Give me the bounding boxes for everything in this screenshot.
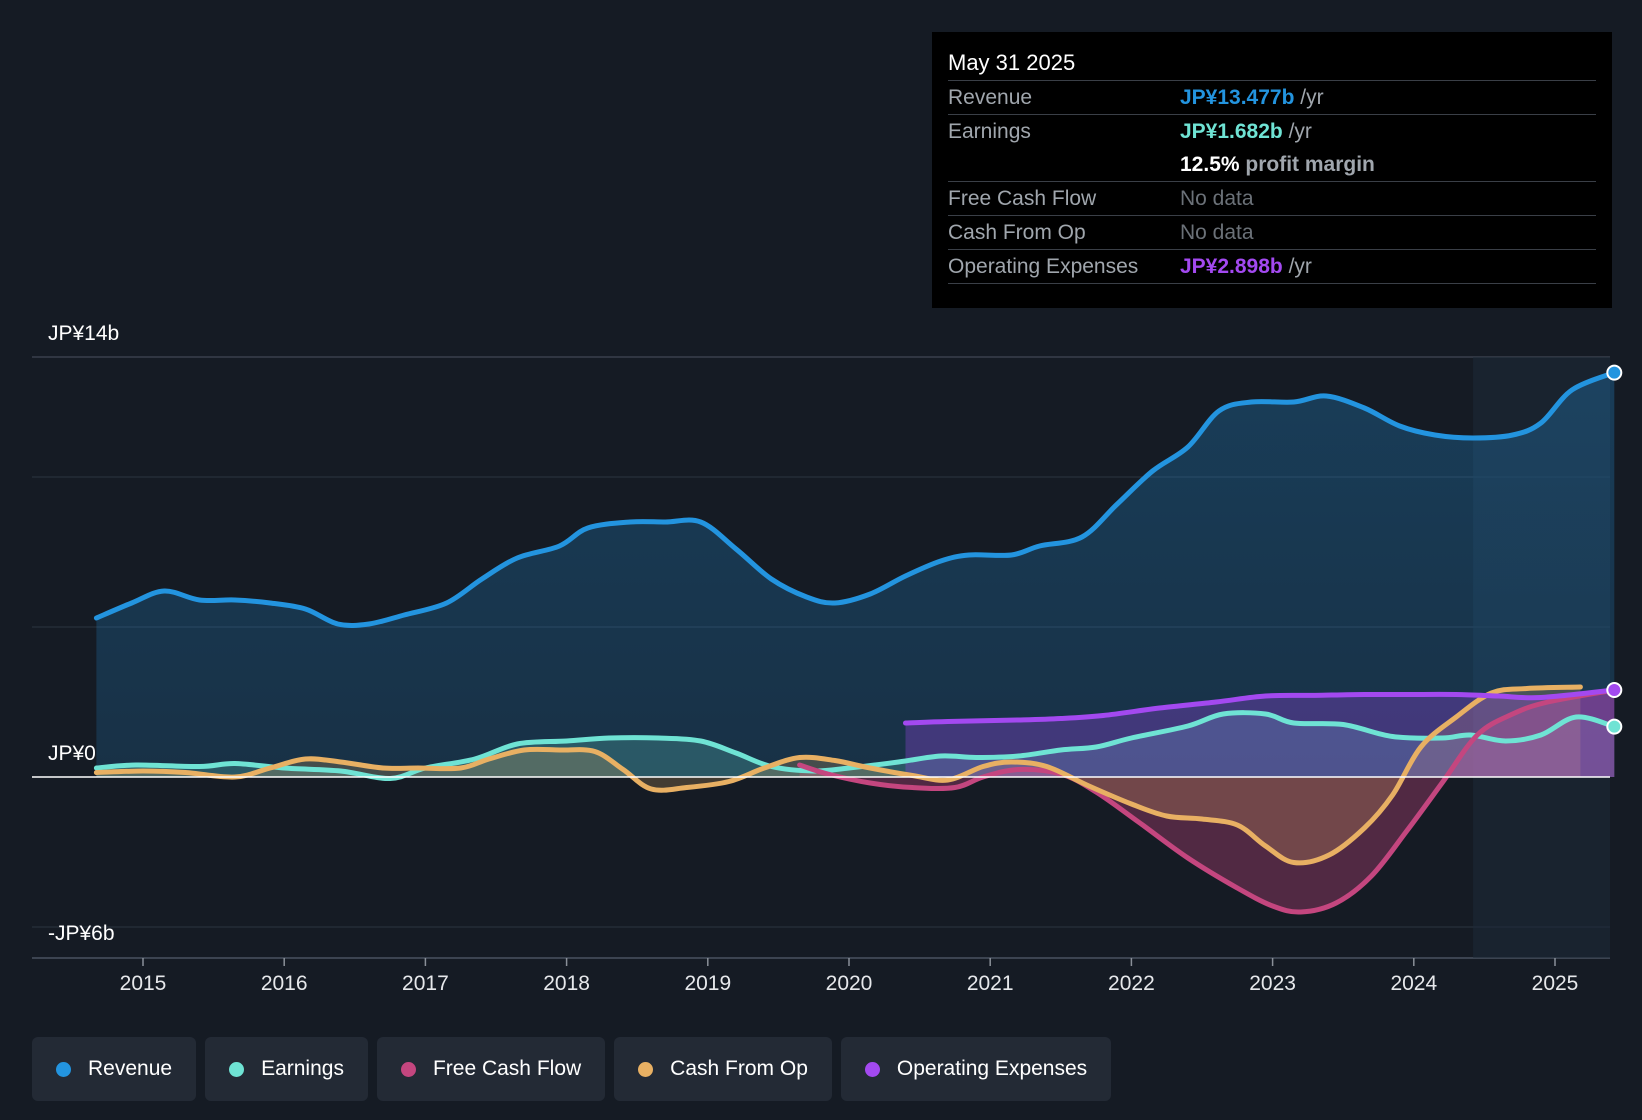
- tooltip-label: Earnings: [948, 120, 1031, 143]
- revenue-area: [96, 372, 1615, 777]
- legend-label: Operating Expenses: [896, 1057, 1088, 1080]
- tooltip-value: JP¥13.477b: [1180, 86, 1295, 109]
- tooltip-unit: /yr: [1300, 86, 1324, 109]
- earnings-dot-icon: [229, 1061, 245, 1077]
- x-tick-label: 2021: [967, 972, 1014, 995]
- x-tick-label: 2025: [1532, 972, 1579, 995]
- legend-label: Cash From Op: [670, 1057, 808, 1080]
- tooltip-unit: /yr: [1288, 120, 1312, 143]
- cash-from-op-line: [93, 684, 1583, 866]
- x-tick-label: 2017: [402, 972, 449, 995]
- free-cash-flow-line: [797, 687, 1617, 915]
- x-tick-label: 2020: [826, 972, 873, 995]
- tooltip-row-revenue: Revenue JP¥13.477b /yr: [948, 81, 1596, 115]
- y-label-bottom: -JP¥6b: [48, 922, 115, 945]
- tooltip-row-margin: 12.5% profit margin: [948, 148, 1596, 182]
- earnings-endpoint[interactable]: [1606, 718, 1623, 735]
- revenue-line: [93, 370, 1617, 628]
- revenue-endpoint[interactable]: [1606, 364, 1623, 381]
- operating-expenses-endpoint[interactable]: [1606, 682, 1623, 698]
- tooltip-label: Operating Expenses: [948, 255, 1139, 278]
- tooltip-label: Free Cash Flow: [948, 187, 1097, 210]
- series-lines: [32, 370, 1617, 915]
- tooltip-panel: May 31 2025 Revenue JP¥13.477b /yr Earni…: [932, 32, 1612, 308]
- legend-label: Free Cash Flow: [432, 1057, 582, 1080]
- tooltip-row-cfo: Cash From Op No data: [948, 216, 1596, 250]
- tooltip-date: May 31 2025: [948, 46, 1596, 81]
- tooltip-value: JP¥2.898b: [1180, 255, 1283, 278]
- x-tick-label: 2016: [261, 972, 308, 995]
- y-label-top: JP¥14b: [48, 322, 119, 345]
- profit-margin-label: profit margin: [1245, 153, 1375, 176]
- tooltip-value: JP¥1.682b: [1180, 120, 1283, 143]
- tooltip-label: Revenue: [948, 86, 1033, 109]
- series-areas: [96, 372, 1615, 913]
- legend-item-free-cash-flow[interactable]: Free Cash Flow: [376, 1037, 606, 1101]
- x-tick-label: 2024: [1390, 972, 1437, 995]
- series-endpoints: [1606, 364, 1623, 735]
- tooltip-row-opex: Operating Expenses JP¥2.898b /yr: [948, 250, 1596, 284]
- legend-label: Earnings: [261, 1057, 344, 1080]
- x-tick-label: 2022: [1108, 972, 1155, 995]
- profit-margin-value: 12.5%: [1180, 153, 1240, 176]
- legend-item-operating-expenses[interactable]: Operating Expenses: [840, 1037, 1112, 1101]
- x-tick-label: 2023: [1249, 972, 1296, 995]
- free-cash-flow-dot-icon: [400, 1061, 416, 1077]
- tooltip-row-fcf: Free Cash Flow No data: [948, 182, 1596, 216]
- x-axis: 2015 2016 2017 2018 2019 2020 2021 2022 2023 2024…: [120, 958, 1579, 995]
- revenue-dot-icon: [56, 1061, 71, 1077]
- earnings-line: [93, 710, 1617, 782]
- legend-label: Revenue: [88, 1057, 173, 1080]
- tooltip-value: No data: [1180, 221, 1254, 244]
- x-tick-label: 2019: [684, 972, 731, 995]
- cash-from-op-dot-icon: [638, 1061, 654, 1077]
- x-tick-label: 2015: [120, 972, 167, 995]
- legend-item-earnings[interactable]: Earnings: [205, 1037, 368, 1101]
- tooltip-label: Cash From Op: [948, 221, 1086, 244]
- tooltip-value: No data: [1180, 187, 1254, 210]
- y-label-zero: JP¥0: [48, 742, 96, 765]
- operating-expenses-dot-icon: [864, 1061, 880, 1077]
- tooltip-unit: /yr: [1288, 255, 1312, 278]
- operating-expenses-area: [905, 690, 1615, 777]
- legend-item-revenue[interactable]: Revenue: [32, 1037, 197, 1101]
- free-cash-flow-area: [799, 690, 1615, 913]
- operating-expenses-line: [903, 687, 1617, 726]
- legend-item-cash-from-op[interactable]: Cash From Op: [614, 1037, 832, 1101]
- legend: Revenue Earnings Free Cash Flow Cash Fro…: [32, 1037, 1112, 1101]
- tooltip-row-earnings: Earnings JP¥1.682b /yr: [948, 115, 1596, 148]
- x-tick-label: 2018: [543, 972, 590, 995]
